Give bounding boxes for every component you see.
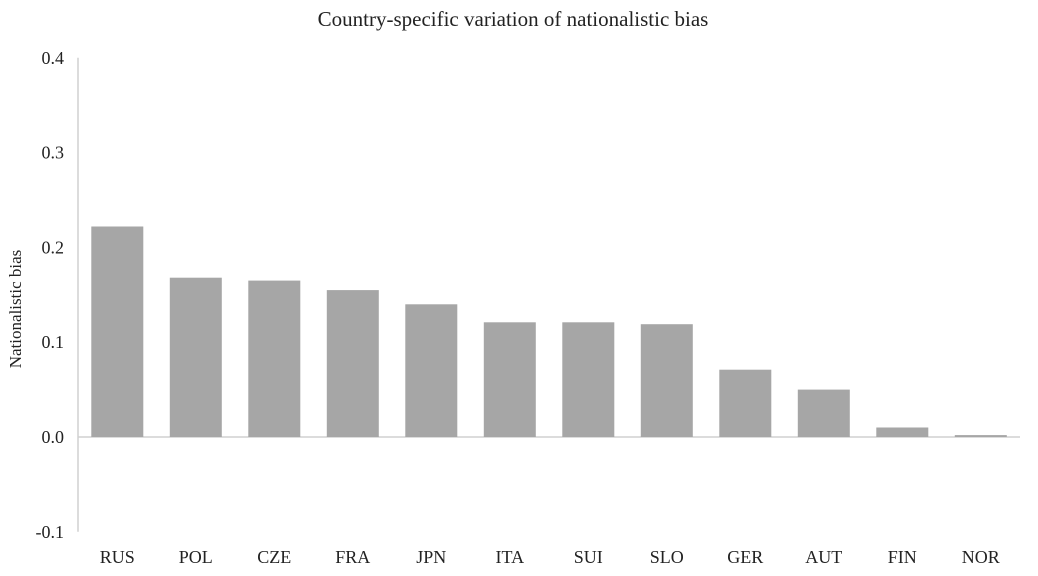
y-tick-label: 0.0	[42, 427, 65, 447]
bar-cze	[248, 280, 301, 437]
bar-pol	[169, 277, 222, 437]
x-tick-label-pol: POL	[179, 547, 213, 567]
x-tick-label-fra: FRA	[335, 547, 370, 567]
x-tick-label-jpn: JPN	[416, 547, 446, 567]
bar-jpn	[405, 304, 458, 437]
y-tick-label: 0.4	[42, 48, 65, 68]
bar-sui	[562, 322, 615, 437]
y-axis-label: Nationalistic bias	[6, 250, 25, 369]
y-tick-labels: 0.4 0.3 0.2 0.1 0.0 -0.1	[36, 48, 65, 542]
y-tick-label: 0.2	[42, 237, 65, 257]
y-tick-label: 0.1	[42, 332, 65, 352]
x-tick-label-ita: ITA	[496, 547, 525, 567]
bar-ger	[719, 369, 772, 437]
x-tick-label-rus: RUS	[100, 547, 135, 567]
bar-nor	[954, 435, 1007, 437]
bar-rus	[91, 226, 144, 437]
x-tick-label-fin: FIN	[888, 547, 917, 567]
x-tick-label-slo: SLO	[650, 547, 684, 567]
x-tick-label-cze: CZE	[257, 547, 291, 567]
y-tick-label: 0.3	[42, 143, 65, 163]
x-tick-label-sui: SUI	[574, 547, 603, 567]
x-tick-label-ger: GER	[727, 547, 763, 567]
bar-fra	[326, 290, 379, 437]
bar-ita	[483, 322, 536, 437]
x-tick-label-aut: AUT	[805, 547, 842, 567]
bar-fin	[876, 427, 929, 437]
x-tick-labels: RUS POL CZE FRA JPN ITA SUI SLO GER AUT FIN NOR	[100, 547, 1000, 567]
chart-title: Country-specific variation of nationalis…	[318, 7, 709, 31]
y-tick-label: -0.1	[36, 522, 65, 542]
x-tick-label-nor: NOR	[962, 547, 1000, 567]
bar-slo	[640, 324, 693, 437]
bar-aut	[797, 389, 850, 437]
bars	[91, 226, 1007, 437]
